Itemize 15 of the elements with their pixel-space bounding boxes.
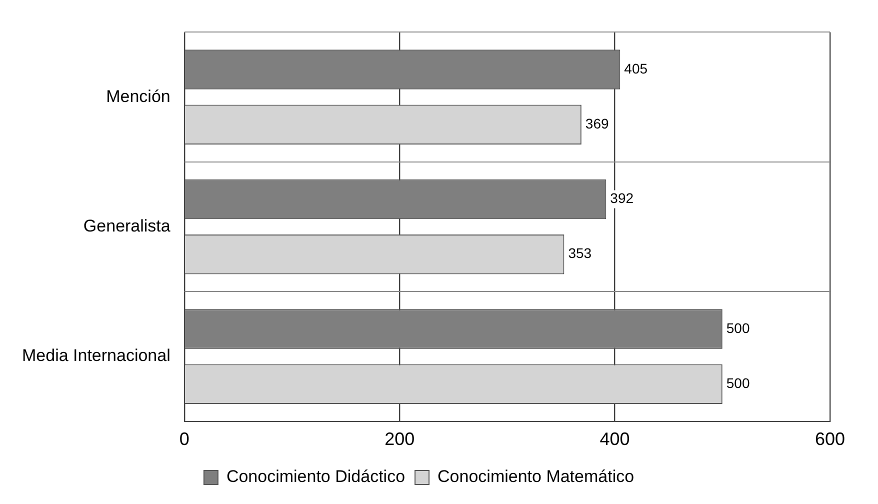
x-tick-label: 0 — [179, 429, 190, 450]
x-tick-label: 200 — [384, 429, 415, 450]
data-label: 392 — [610, 190, 634, 206]
y-tick-label: Media Internacional — [22, 346, 170, 366]
data-label: 369 — [585, 115, 610, 132]
y-tick-label: Generalista — [83, 216, 171, 236]
x-tick-label: 400 — [600, 429, 630, 450]
x-tick-label: 600 — [814, 429, 846, 450]
legend-label: Conocimiento Matemático — [438, 467, 634, 486]
data-label: 500 — [726, 320, 750, 336]
y-tick-label: Mención — [106, 86, 170, 106]
data-label: 500 — [726, 374, 750, 391]
legend-label: Conocimiento Didáctico — [226, 467, 406, 486]
data-label: 405 — [624, 60, 648, 76]
data-label: 353 — [568, 245, 592, 262]
